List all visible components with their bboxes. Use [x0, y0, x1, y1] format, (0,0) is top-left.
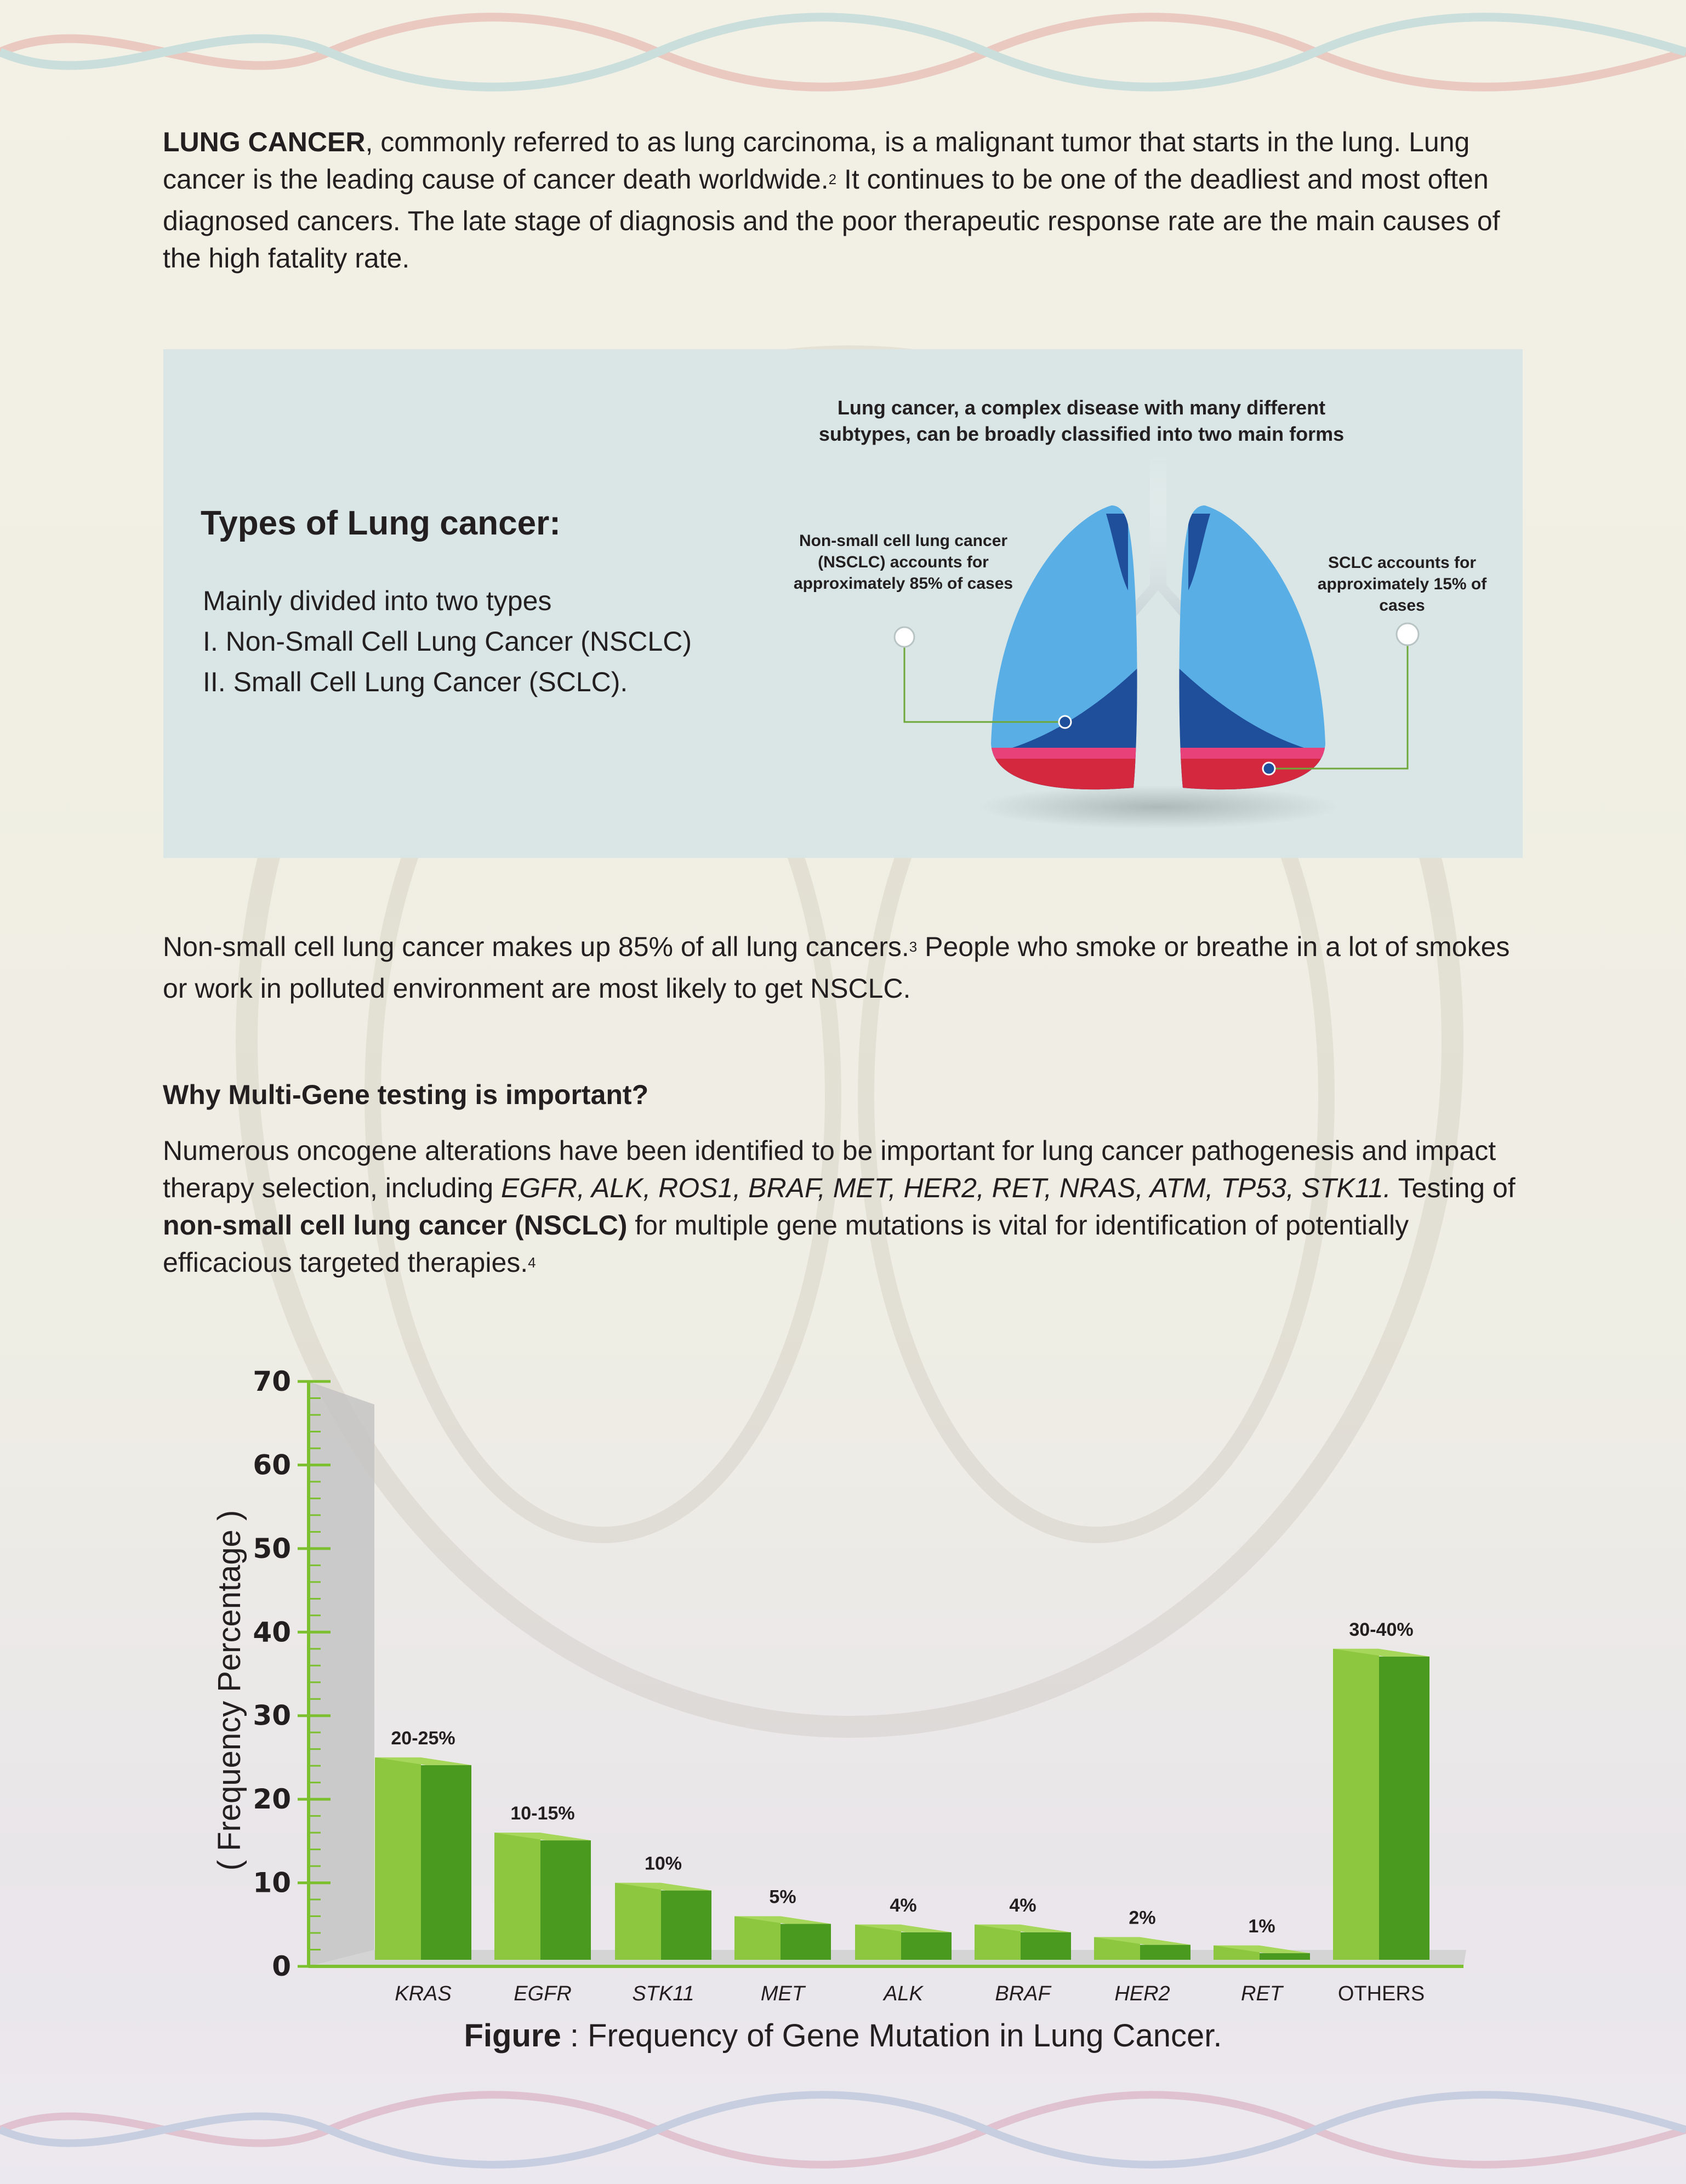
bar-front-STK11 [615, 1882, 661, 1960]
bar-side-ALK [901, 1932, 952, 1960]
bar-side-STK11 [661, 1890, 711, 1960]
x-category-label: EGFR [514, 1982, 572, 2005]
types-title: Types of Lung cancer: [201, 504, 561, 542]
y-tick-label: 20 [253, 1783, 291, 1815]
figure-caption-text: : Frequency of Gene Mutation in Lung Can… [561, 2018, 1222, 2054]
x-category-label: MET [761, 1982, 806, 2005]
nsclc-text-2: People who smoke or breathe in a lot of … [163, 931, 1510, 1004]
y-tick-label: 60 [253, 1449, 291, 1481]
chart-back-wall [309, 1381, 374, 1966]
why-text-2: Testing of [1391, 1173, 1516, 1203]
y-tick-label: 40 [253, 1616, 291, 1648]
bar-side-MET [781, 1924, 831, 1960]
lungs-illustration [893, 453, 1420, 829]
bar-value-label: 30-40% [1349, 1619, 1413, 1640]
bar-side-EGFR [540, 1840, 591, 1960]
why-text-1: Numerous oncogene alterations have been … [163, 1135, 1496, 1203]
nsclc-callout-dot [893, 626, 915, 648]
types-line-nsclc: I. Non-Small Cell Lung Cancer (NSCLC) [203, 626, 692, 657]
why-citation: 4 [528, 1254, 536, 1271]
bar-front-BRAF [975, 1924, 1021, 1960]
figure-label: Figure [464, 2018, 561, 2054]
nsclc-callout-line [903, 637, 1065, 723]
bar-front-EGFR [494, 1833, 540, 1960]
sclc-annotation: SCLC accounts for approximately 15% of c… [1317, 554, 1487, 615]
intro-lead: LUNG CANCER [163, 127, 366, 157]
bar-top-EGFR [494, 1833, 591, 1841]
nsclc-annotation: Non-small cell lung cancer (NSCLC) accou… [793, 532, 1013, 593]
bar-side-BRAF [1021, 1932, 1071, 1960]
mutation-frequency-chart: 0 10 20 30 40 50 60 70 ( Frequency Percentage ) 2… [212, 1366, 1466, 2005]
why-paragraph: Numerous oncogene alterations have been … [163, 1132, 1522, 1286]
y-tick-label: 30 [253, 1700, 291, 1732]
bar-front-MET [734, 1916, 781, 1960]
sclc-marker [1262, 761, 1276, 776]
bar-value-label: 4% [1009, 1895, 1036, 1916]
bar-top-STK11 [615, 1882, 711, 1891]
dna-decoration-bottom [0, 2091, 1686, 2169]
x-category-label: OTHERS [1338, 1982, 1425, 2005]
y-tick-label: 10 [253, 1867, 291, 1899]
y-axis-label: ( Frequency Percentage ) [212, 1510, 247, 1871]
lung-cancer-types-panel: Types of Lung cancer: Mainly divided int… [163, 349, 1523, 858]
bar-side-OTHERS [1379, 1656, 1429, 1960]
sclc-callout-line [1269, 634, 1409, 770]
why-text-3: for multiple gene mutations is vital for… [163, 1210, 1409, 1278]
bar-front-ALK [855, 1924, 901, 1960]
types-line-sclc: II. Small Cell Lung Cancer (SCLC). [203, 667, 628, 697]
intro-citation: 2 [828, 171, 837, 187]
x-category-label: STK11 [632, 1982, 694, 2005]
nsclc-paragraph: Non-small cell lung cancer makes up 85% … [163, 928, 1522, 1007]
bar-top-RET [1214, 1945, 1310, 1953]
y-tick-label: 50 [253, 1533, 291, 1565]
trachea [1125, 453, 1191, 621]
x-category-label: HER2 [1114, 1982, 1170, 2005]
intro-paragraph: LUNG CANCER, commonly referred to as lun… [163, 123, 1522, 277]
why-bold-nsclc: non-small cell lung cancer (NSCLC) [163, 1210, 628, 1241]
bar-front-KRAS [375, 1757, 421, 1960]
right-lung [1179, 505, 1325, 790]
bar-top-HER2 [1094, 1937, 1191, 1945]
bar-side-RET [1260, 1953, 1310, 1960]
intro-text-1: , commonly referred to as lung carcinoma… [163, 127, 1470, 195]
bar-value-label: 1% [1248, 1916, 1275, 1937]
x-category-label: BRAF [995, 1982, 1051, 2005]
types-line-intro: Mainly divided into two types [203, 585, 552, 616]
why-gene-list: EGFR, ALK, ROS1, BRAF, MET, HER2, RET, N… [501, 1173, 1391, 1203]
bar-top-MET [734, 1916, 831, 1924]
nsclc-citation: 3 [909, 939, 918, 955]
bar-value-label: 10-15% [510, 1803, 574, 1824]
bar-front-OTHERS [1333, 1648, 1379, 1960]
bar-value-label: 4% [890, 1895, 916, 1916]
sclc-callout-dot [1395, 622, 1420, 646]
bar-side-HER2 [1140, 1944, 1191, 1960]
lungs-shadow [977, 785, 1339, 829]
bar-value-label: 5% [769, 1887, 796, 1908]
nsclc-text-1: Non-small cell lung cancer makes up 85% … [163, 931, 909, 962]
y-tick-label: 0 [272, 1950, 291, 1982]
bar-value-label: 10% [645, 1853, 682, 1874]
lung-diagram-caption: Lung cancer, a complex disease with many… [818, 396, 1345, 445]
bar-top-OTHERS [1333, 1648, 1429, 1657]
dna-decoration-top [0, 13, 1686, 92]
bar-value-label: 20-25% [391, 1728, 455, 1749]
x-category-label: RET [1241, 1982, 1284, 2005]
x-category-label: KRAS [395, 1982, 451, 2005]
bar-top-KRAS [375, 1757, 471, 1765]
nsclc-marker [1058, 715, 1072, 729]
bar-top-BRAF [975, 1924, 1071, 1932]
y-tick-label: 70 [253, 1366, 291, 1397]
bar-value-label: 2% [1129, 1908, 1155, 1929]
bar-side-KRAS [421, 1765, 471, 1960]
bar-top-ALK [855, 1924, 952, 1932]
x-category-label: ALK [882, 1982, 924, 2005]
why-heading: Why Multi-Gene testing is important? [163, 1079, 649, 1110]
intro-text-2: It continues to be one of the deadliest … [163, 164, 1500, 274]
figure-caption: Figure : Frequency of Gene Mutation in L… [0, 2017, 1686, 2054]
